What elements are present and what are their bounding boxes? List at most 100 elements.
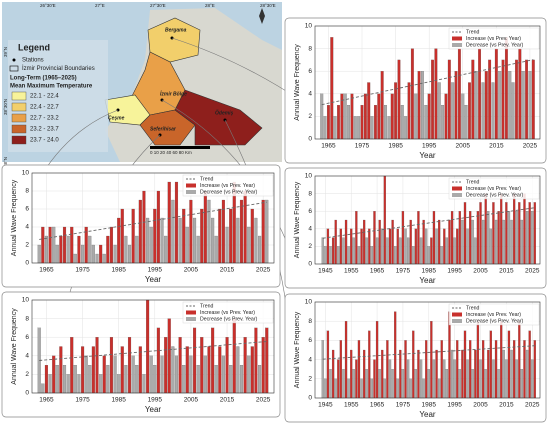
bar [422,378,425,399]
bar [81,244,85,264]
x-tick-label: 1975 [396,402,411,409]
y-axis-label: Annual Wave Frequency [294,181,301,258]
bar [113,244,117,264]
bar [427,246,430,265]
chart: 0 2 4 6 8 10 1965 1975 1985 1995 2005 2015 2025 Year A… [1,291,281,418]
x-tick-label: 1995 [447,402,462,409]
bar [167,318,171,394]
bar [243,337,247,394]
bar [95,253,99,264]
bar [174,181,179,264]
x-tick-label: 2005 [184,267,199,274]
plot-frame [31,172,275,264]
bar [142,374,146,394]
legend-swatch [186,190,196,194]
class-swatch [11,102,27,112]
bar [73,253,77,264]
bar [399,237,402,265]
class-swatch [11,91,27,101]
bar [425,340,428,399]
x-tick-label: 2025 [525,268,540,275]
bar [70,337,74,394]
bar [178,217,182,264]
bar [447,59,451,140]
bar [521,71,525,140]
bar [113,355,117,394]
bar [492,202,495,265]
plot-frame [314,301,541,399]
bar [412,330,415,399]
bar [374,104,377,140]
bar [417,211,420,265]
place-label: Seferihisar [150,126,177,132]
class-swatch [11,124,27,134]
bar [102,355,106,394]
bar [515,359,518,399]
chart: 0 2 4 6 8 10 1965 1975 1985 1995 2005 2015 2025 Year A… [284,17,547,164]
bar [84,226,88,264]
bar [523,340,526,399]
bar [504,37,508,140]
bar [142,190,146,264]
bar [533,202,536,265]
bar [425,228,428,265]
x-axis-label: Year [145,405,162,414]
bar [518,202,521,265]
bar [95,337,99,394]
station-symbol [12,58,16,62]
y-tick-label: 6 [308,337,312,344]
plot-frame [314,25,541,140]
bar [484,71,488,140]
legend-box [448,27,540,50]
bar [342,369,345,399]
x-tick-label: 1965 [39,397,54,404]
bar [355,211,358,265]
x-tick-label: 1995 [447,268,462,275]
legend-swatch [452,43,462,47]
legend-text: Mean Maximum Temperature [10,84,93,90]
bar [432,211,436,265]
bar [443,359,446,399]
bar [367,82,371,140]
bar [109,226,114,264]
legend-box [448,303,540,326]
bar [457,48,461,140]
bar [207,199,211,264]
y-tick-label: 8 [308,45,312,52]
bar [329,369,332,399]
bar [378,369,381,399]
bar [106,365,110,394]
bar [331,349,335,399]
x-tick-label: 1975 [396,268,411,275]
bar [384,104,387,140]
bar [523,193,526,265]
bar [531,59,535,140]
class-label: 22.7 - 23.2 [30,116,59,122]
bar [451,82,455,140]
y-tick-label: 2 [25,371,29,378]
legend-swatch [452,319,462,323]
x-tick-label: 1985 [111,397,126,404]
bar [450,349,454,399]
bar [370,378,374,399]
scale-bar [150,146,210,149]
bar [214,235,218,264]
bar [394,246,397,265]
bar [48,374,52,394]
bar [247,355,251,394]
x-axis-label: Year [145,275,162,284]
x-tick-label: 2025 [525,402,540,409]
bar [463,330,467,399]
x-tick-label: 2005 [456,143,471,150]
bar [320,93,324,140]
trend-line [321,59,534,106]
bar [160,217,164,264]
bar [380,71,384,140]
bar [427,369,430,399]
bar [373,359,376,399]
bar [326,104,330,140]
bar [507,211,511,265]
bar [337,246,340,265]
bar [431,59,434,140]
chart: 0 2 4 6 8 10 1945 1955 1965 1975 1985 1995 2005 2015 2… [284,167,547,289]
